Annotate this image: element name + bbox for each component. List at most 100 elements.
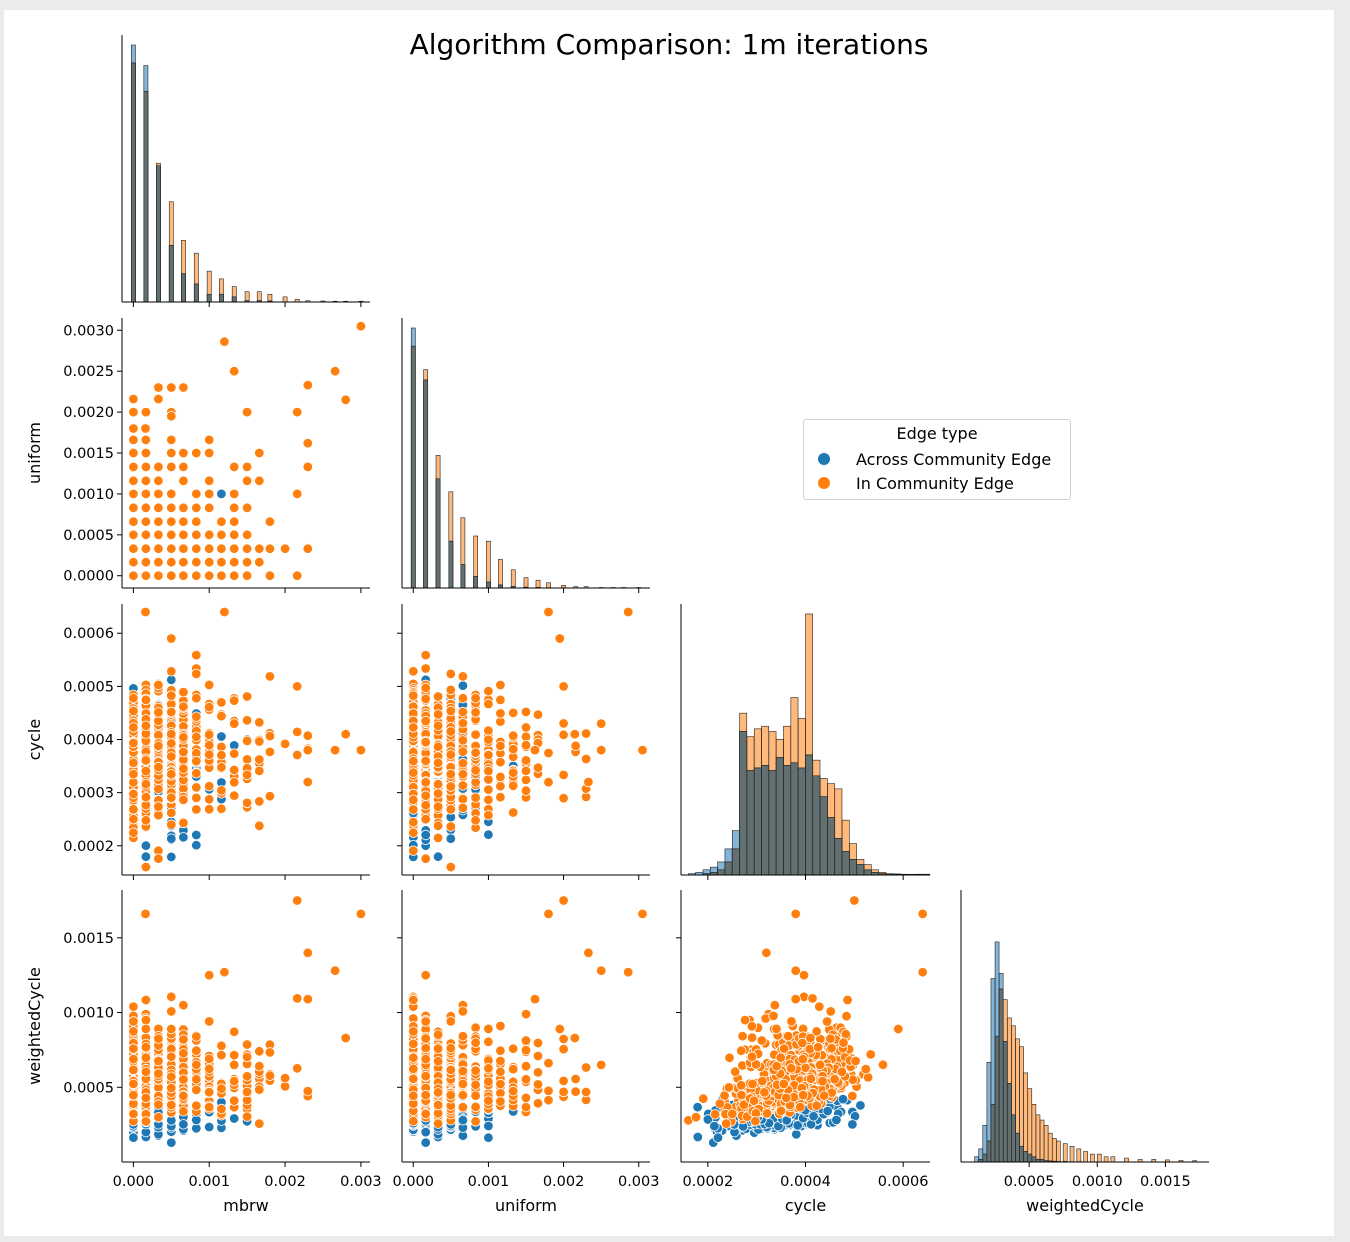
scatter-point	[698, 1093, 709, 1104]
scatter-point	[128, 722, 139, 733]
scatter-point	[432, 779, 444, 790]
scatter-point	[768, 1010, 779, 1022]
scatter-point	[408, 994, 419, 1006]
scatter-point	[808, 1111, 819, 1122]
scatter-point	[128, 705, 139, 717]
scatter-point	[508, 780, 519, 792]
scatter-point	[432, 709, 444, 720]
scatter-point	[191, 792, 202, 804]
scatter-point	[508, 1043, 519, 1054]
scatter-point	[216, 557, 227, 568]
scatter-point	[178, 732, 189, 743]
scatter-point	[140, 461, 152, 473]
x-tick-label: 0.003	[618, 1174, 660, 1190]
scatter-point	[508, 707, 519, 719]
scatter-point	[191, 840, 202, 851]
scatter-point	[445, 668, 457, 680]
hist-bar-overlap	[423, 379, 429, 589]
scatter-point	[153, 1033, 164, 1044]
scatter-point	[228, 488, 240, 500]
scatter-point	[596, 744, 607, 756]
scatter-point	[191, 1074, 202, 1085]
scatter-point	[191, 829, 202, 841]
scatter-point	[228, 570, 240, 581]
scatter-point	[445, 749, 457, 760]
scatter-point	[228, 764, 240, 776]
scatter-point	[228, 1026, 240, 1038]
scatter-point	[495, 792, 506, 803]
scatter-point	[432, 1029, 444, 1040]
scatter-point	[847, 1090, 858, 1102]
scatter-point	[241, 735, 253, 747]
scatter-point	[191, 1045, 202, 1056]
scatter-point	[420, 814, 431, 825]
scatter-point	[543, 777, 554, 788]
hist-bar-overlap	[761, 765, 770, 876]
scatter-point	[191, 668, 202, 680]
scatter-point	[128, 757, 139, 769]
scatter-point	[166, 706, 177, 718]
scatter-point	[191, 543, 202, 554]
scatter-point	[166, 851, 177, 863]
scatter-point	[558, 895, 569, 906]
hist-bar-overlap	[231, 296, 237, 303]
scatter-point	[140, 1014, 152, 1026]
scatter-point	[746, 1032, 758, 1043]
scatter-point	[166, 570, 177, 581]
scatter-point	[178, 570, 189, 581]
scatter-point	[520, 1044, 532, 1056]
scatter-point	[219, 967, 230, 978]
scatter-point	[495, 694, 506, 706]
scatter-point	[228, 1059, 240, 1071]
scatter-point	[166, 1051, 177, 1062]
scatter-point	[470, 765, 481, 776]
scatter-point	[166, 461, 177, 473]
scatter-point	[445, 861, 457, 873]
scatter-point	[470, 729, 481, 740]
scatter-weightedCycle-vs-cycle	[683, 895, 928, 1148]
scatter-point	[483, 1076, 494, 1087]
scatter-point	[166, 557, 177, 568]
scatter-point	[279, 738, 291, 750]
scatter-point	[408, 722, 419, 733]
scatter-point	[228, 502, 240, 514]
chart-title: Algorithm Comparison: 1m iterations	[409, 28, 929, 61]
scatter-point	[483, 686, 494, 697]
scatter-point	[128, 1026, 139, 1037]
scatter-point	[292, 406, 303, 418]
x-tick-label: 0.001	[468, 1174, 510, 1190]
scatter-point	[178, 557, 189, 568]
scatter-point	[596, 965, 607, 976]
scatter-point	[128, 788, 139, 800]
scatter-point	[178, 701, 189, 712]
histogram-mbrw	[131, 44, 364, 303]
scatter-point	[241, 1086, 253, 1098]
scatter-point	[445, 726, 457, 737]
scatter-point	[520, 740, 532, 751]
scatter-point	[692, 1131, 704, 1143]
scatter-point	[254, 796, 265, 807]
scatter-point	[128, 814, 139, 825]
scatter-point	[216, 803, 227, 815]
scatter-point	[203, 488, 215, 500]
scatter-point	[178, 817, 189, 829]
hist-bar-overlap	[131, 62, 136, 303]
scatter-point	[841, 1011, 852, 1022]
scatter-point	[420, 1108, 431, 1120]
scatter-point	[543, 747, 554, 759]
scatter-point	[128, 1089, 139, 1101]
scatter-point	[724, 1052, 735, 1064]
scatter-point	[420, 777, 431, 788]
scatter-point	[166, 502, 177, 514]
scatter-point	[216, 710, 227, 722]
scatter-point	[178, 1119, 189, 1130]
scatter-point	[445, 768, 457, 780]
scatter-point	[420, 800, 431, 811]
scatter-point	[408, 817, 419, 828]
scatter-point	[470, 1065, 481, 1076]
y-tick-label: 0.0005	[63, 679, 114, 695]
scatter-point	[191, 570, 202, 581]
scatter-point	[241, 529, 253, 541]
scatter-point	[166, 543, 177, 554]
scatter-point	[532, 762, 544, 773]
